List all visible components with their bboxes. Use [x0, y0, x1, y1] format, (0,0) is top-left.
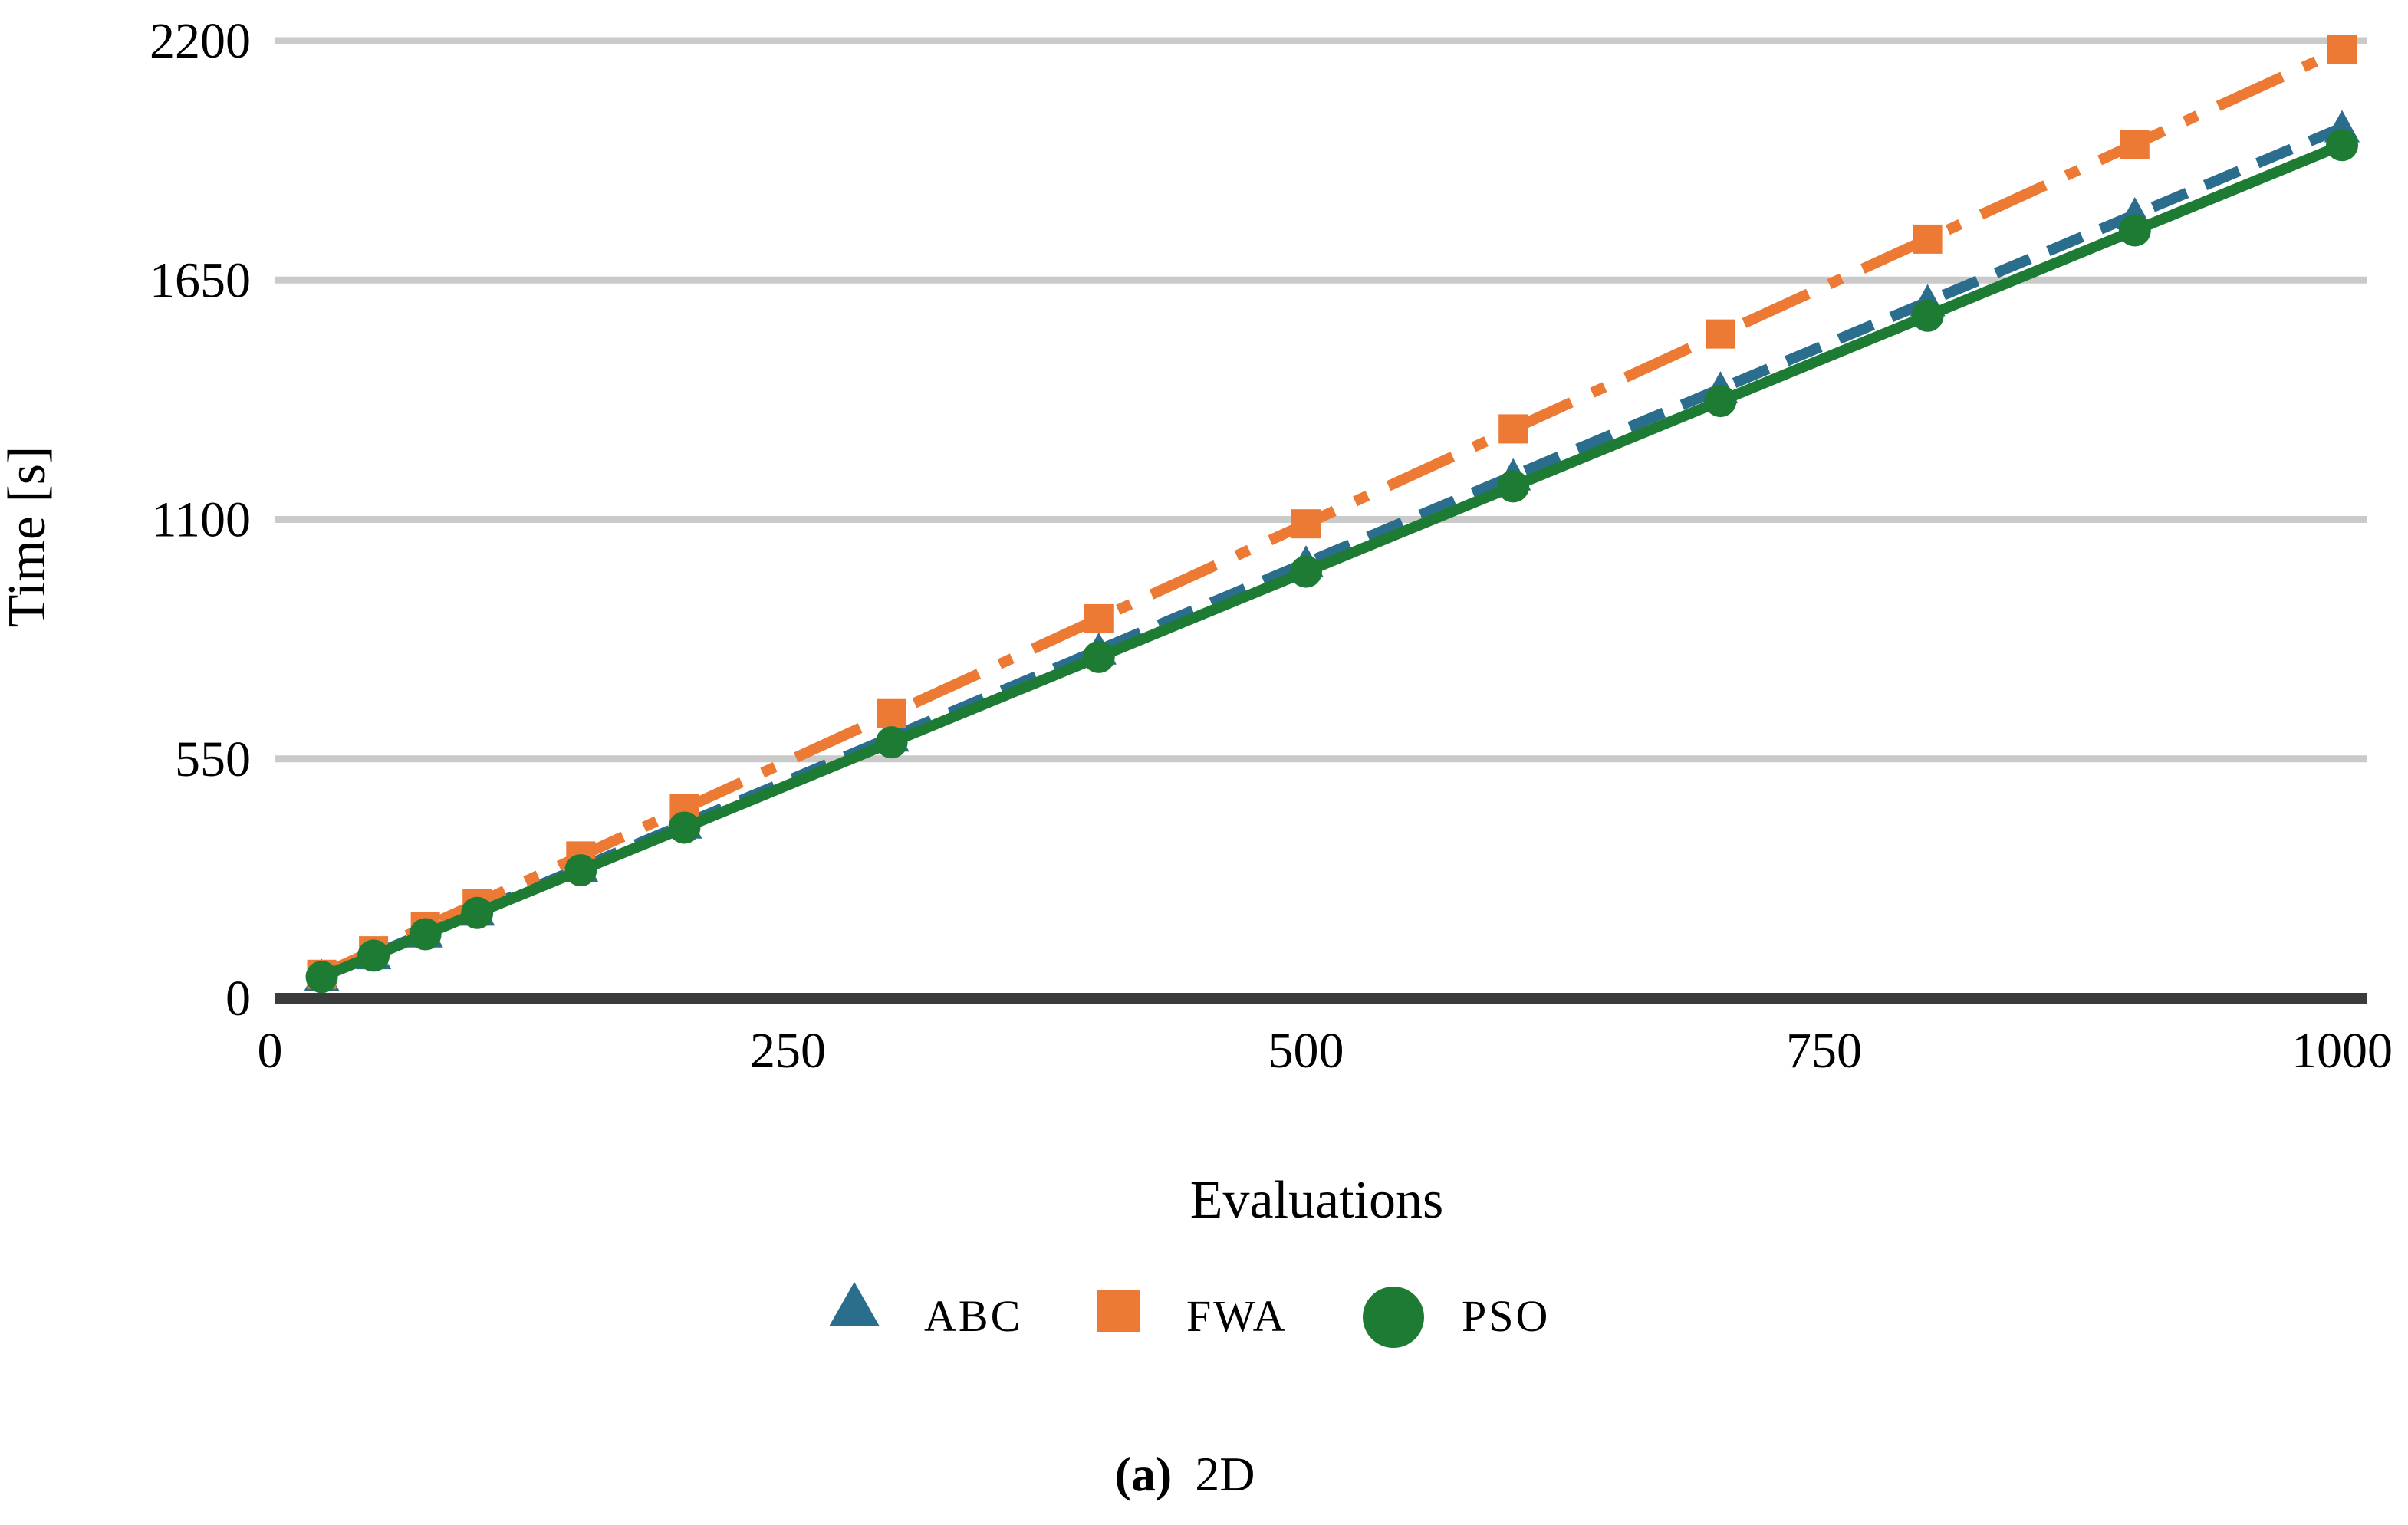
legend-label: PSO [1462, 1291, 1550, 1341]
fwa-square-marker [2327, 35, 2357, 64]
legend-label: ABC [924, 1291, 1022, 1341]
pso-circle-marker [2326, 129, 2358, 162]
fwa-square-marker [877, 698, 906, 728]
pso-circle-marker [461, 896, 494, 929]
legend: ABC FWA PSO [829, 1282, 1550, 1348]
series-fwa [307, 35, 2357, 989]
legend-item-abc: ABC [829, 1282, 1022, 1341]
series-pso [305, 129, 2358, 994]
gridlines [275, 37, 2367, 763]
pso-circle-marker [875, 726, 908, 759]
x-tick-labels: 0 250 500 750 1000 [258, 1023, 2393, 1079]
y-tick-label-1650: 1650 [150, 252, 251, 308]
legend-item-pso: PSO [1363, 1287, 1550, 1348]
y-tick-label-0: 0 [225, 971, 251, 1027]
circle-icon [1363, 1287, 1424, 1348]
x-tick-label-1000: 1000 [2291, 1023, 2393, 1079]
x-axis-title: Evaluations [1190, 1171, 1443, 1230]
fwa-square-marker [1913, 224, 1943, 254]
pso-circle-marker [409, 918, 442, 951]
pso-circle-marker [1497, 470, 1530, 503]
x-tick-label-250: 250 [750, 1023, 826, 1079]
pso-circle-marker [2118, 214, 2151, 247]
triangle-icon [829, 1282, 880, 1326]
legend-item-fwa: FWA [1097, 1290, 1287, 1341]
caption-index: (a) [1115, 1447, 1173, 1501]
pso-circle-marker [305, 961, 338, 994]
pso-circle-marker [1290, 555, 1322, 588]
pso-circle-marker [564, 854, 597, 887]
x-tick-label-500: 500 [1268, 1023, 1344, 1079]
figure-caption: (a) 2D [1115, 1447, 1255, 1501]
series-line-fwa [319, 44, 2344, 980]
fwa-square-marker [1706, 319, 1735, 349]
pso-circle-marker [1911, 299, 1944, 332]
pso-circle-marker [357, 939, 390, 972]
caption-label: 2D [1195, 1447, 1255, 1501]
x-tick-label-750: 750 [1786, 1023, 1862, 1079]
pso-circle-marker [668, 811, 701, 844]
fwa-square-marker [1498, 414, 1528, 444]
legend-label: FWA [1186, 1291, 1287, 1341]
fwa-square-marker [1291, 509, 1321, 539]
y-tick-label-1100: 1100 [151, 492, 251, 548]
fwa-square-marker [1084, 603, 1114, 633]
square-icon [1097, 1290, 1140, 1332]
y-tick-label-2200: 2200 [150, 13, 251, 69]
series-layer [304, 35, 2360, 994]
pso-circle-marker [1704, 385, 1737, 418]
series-line-pso [319, 140, 2344, 982]
y-tick-labels: 0 550 1100 1650 2200 [150, 13, 251, 1027]
x-tick-label-0: 0 [258, 1023, 283, 1079]
fwa-square-marker [2120, 130, 2150, 159]
y-axis-title: Time [s] [0, 446, 57, 628]
y-tick-label-550: 550 [175, 731, 251, 787]
pso-circle-marker [1082, 640, 1115, 673]
